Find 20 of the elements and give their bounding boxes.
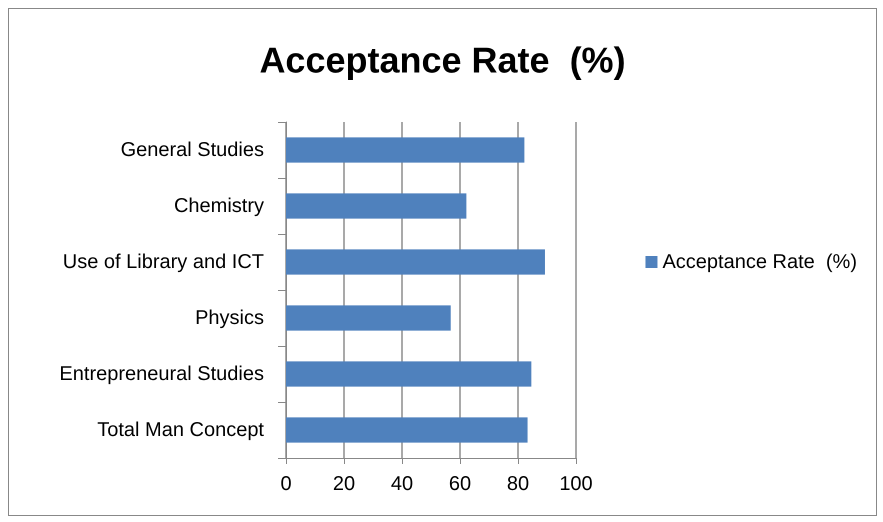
y-tick-label: General Studies	[120, 139, 264, 161]
bar	[286, 305, 451, 331]
bar	[286, 249, 545, 275]
x-tick-label: 60	[448, 473, 472, 495]
y-tick-label: Chemistry	[174, 195, 264, 217]
x-tick-label: 20	[332, 473, 356, 495]
x-tick-label: 80	[506, 473, 530, 495]
x-tick-label: 40	[390, 473, 414, 495]
chart-title: Acceptance Rate (%)	[259, 40, 626, 80]
legend-label: Acceptance Rate (%)	[662, 251, 857, 273]
bar	[286, 193, 466, 219]
y-tick-label: Total Man Concept	[97, 419, 264, 441]
x-tick-label: 0	[280, 473, 292, 495]
y-tick-label: Physics	[195, 307, 264, 329]
bar	[286, 417, 528, 443]
y-tick-label: Use of Library and ICT	[62, 251, 264, 273]
x-tick-label: 100	[559, 473, 593, 495]
bar	[286, 361, 532, 387]
y-tick-label: Entrepreneural Studies	[59, 363, 264, 385]
bar	[286, 137, 524, 163]
